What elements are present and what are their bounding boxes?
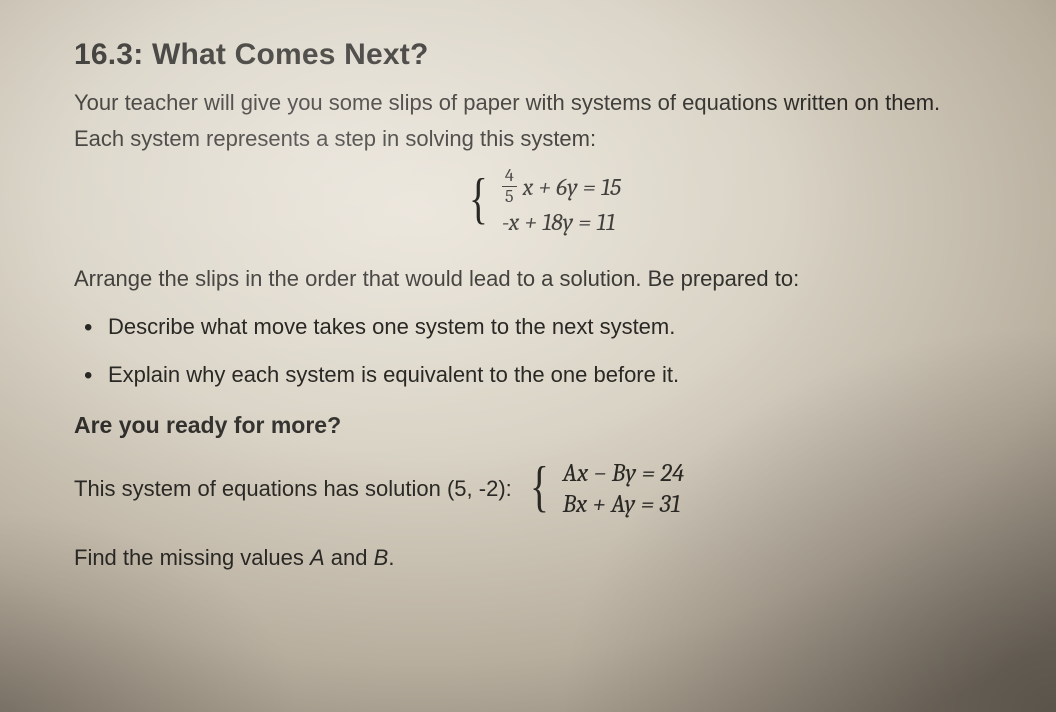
bullet-1: Describe what move takes one system to t… (108, 314, 1012, 340)
fraction-denominator: 5 (502, 187, 517, 206)
find-and: and (325, 545, 374, 570)
left-brace-icon: { (469, 177, 488, 222)
system-2-equations: Ax − By = 24 Bx + Ay = 31 (563, 459, 685, 519)
solution-lead-text: This system of equations has solution (5… (74, 476, 512, 502)
eq2-text: -x + 18y = 11 (502, 208, 616, 236)
find-instruction: Find the missing values A and B. (74, 545, 1012, 571)
section-title: 16.3: What Comes Next? (74, 38, 1012, 72)
system-1-equations: 4 5 x + 6y = 15 -x + 18y = 11 (502, 167, 621, 236)
system-2-eq1: Ax − By = 24 (563, 459, 685, 488)
eq1-rest: x + 6y = 15 (523, 173, 621, 201)
system-1-eq2: -x + 18y = 11 (502, 208, 621, 236)
find-prefix: Find the missing values (74, 545, 310, 570)
find-var-B: B (374, 545, 389, 570)
section-number: 16.3 (74, 38, 133, 71)
system-2-eq2: Bx + Ay = 31 (563, 490, 685, 519)
system-1-eq1: 4 5 x + 6y = 15 (502, 167, 621, 206)
arrange-instruction: Arrange the slips in the order that woul… (74, 266, 1012, 292)
fraction-4-5: 4 5 (502, 167, 517, 206)
intro-line-1: Your teacher will give you some slips of… (74, 88, 1012, 118)
system-1-brace-wrap: { 4 5 x + 6y = 15 -x + 18y = 11 (465, 167, 621, 236)
ready-heading: Are you ready for more? (74, 412, 1012, 439)
bullet-list: Describe what move takes one system to t… (74, 314, 1012, 388)
system-2-brace-wrap: { Ax − By = 24 Bx + Ay = 31 (526, 459, 684, 519)
intro-line-2: Each system represents a step in solving… (74, 124, 1012, 154)
section-title-text: What Comes Next? (152, 38, 429, 71)
find-var-A: A (310, 545, 325, 570)
fraction-numerator: 4 (502, 167, 517, 187)
left-brace-icon-2: { (530, 465, 549, 510)
system-1: { 4 5 x + 6y = 15 -x + 18y = 11 (74, 167, 1012, 236)
solution-line: This system of equations has solution (5… (74, 459, 1012, 519)
bullet-2: Explain why each system is equivalent to… (108, 362, 1012, 388)
find-period: . (388, 545, 394, 570)
